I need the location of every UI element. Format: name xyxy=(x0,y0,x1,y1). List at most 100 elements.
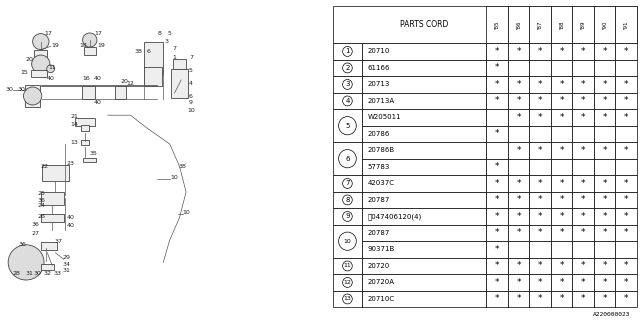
Text: 26: 26 xyxy=(38,213,45,219)
Bar xyxy=(572,6,594,43)
FancyBboxPatch shape xyxy=(81,125,89,131)
Circle shape xyxy=(33,34,49,50)
Bar xyxy=(529,43,551,60)
Text: 6: 6 xyxy=(189,93,193,99)
Text: 34: 34 xyxy=(63,261,71,267)
Bar xyxy=(594,208,616,225)
Text: *: * xyxy=(559,146,564,155)
Text: 11: 11 xyxy=(49,65,56,70)
Bar xyxy=(508,109,529,126)
Circle shape xyxy=(31,55,50,73)
Bar xyxy=(594,6,616,43)
Text: *: * xyxy=(624,261,628,270)
Text: 6: 6 xyxy=(345,156,349,162)
Bar xyxy=(594,274,616,291)
Bar xyxy=(333,60,362,76)
Bar xyxy=(486,76,508,93)
Text: 4: 4 xyxy=(345,98,349,104)
Text: 8: 8 xyxy=(345,197,349,203)
Bar xyxy=(616,274,637,291)
Bar xyxy=(529,126,551,142)
Bar xyxy=(333,291,362,307)
Bar xyxy=(529,241,551,258)
Text: *: * xyxy=(624,196,628,204)
Text: *: * xyxy=(516,47,521,56)
Bar xyxy=(572,159,594,175)
Text: 20787: 20787 xyxy=(368,197,390,203)
Text: *: * xyxy=(495,261,499,270)
Bar xyxy=(508,142,529,159)
FancyBboxPatch shape xyxy=(84,47,96,55)
Bar xyxy=(572,93,594,109)
Bar xyxy=(508,175,529,192)
FancyBboxPatch shape xyxy=(115,86,127,99)
Text: 31: 31 xyxy=(26,271,33,276)
Text: *: * xyxy=(495,212,499,221)
Text: *: * xyxy=(538,294,542,303)
Text: *: * xyxy=(559,212,564,221)
Bar xyxy=(594,142,616,159)
Text: *: * xyxy=(495,63,499,72)
Text: 40: 40 xyxy=(66,223,74,228)
FancyBboxPatch shape xyxy=(41,243,57,250)
Bar xyxy=(508,126,529,142)
Text: *: * xyxy=(602,113,607,122)
FancyBboxPatch shape xyxy=(170,69,189,98)
Text: *: * xyxy=(559,96,564,106)
Bar xyxy=(529,274,551,291)
Bar xyxy=(616,241,637,258)
Bar xyxy=(362,142,486,159)
Bar xyxy=(486,43,508,60)
Text: *: * xyxy=(495,80,499,89)
Bar xyxy=(529,109,551,126)
Bar xyxy=(362,109,486,126)
Bar xyxy=(486,60,508,76)
Text: 10: 10 xyxy=(182,210,190,215)
Bar xyxy=(616,159,637,175)
Text: 9: 9 xyxy=(345,213,349,220)
Text: 90371B: 90371B xyxy=(368,246,395,252)
Text: 40: 40 xyxy=(66,215,74,220)
Circle shape xyxy=(24,87,42,105)
Bar xyxy=(529,93,551,109)
Text: *: * xyxy=(602,294,607,303)
Bar xyxy=(362,60,486,76)
Text: 40: 40 xyxy=(94,100,102,105)
FancyBboxPatch shape xyxy=(31,70,47,77)
Text: 5: 5 xyxy=(345,123,349,129)
Text: 9: 9 xyxy=(189,100,193,105)
Text: *: * xyxy=(602,212,607,221)
Text: 14: 14 xyxy=(70,122,78,127)
Text: *: * xyxy=(538,196,542,204)
Text: 6: 6 xyxy=(147,49,150,54)
Text: *: * xyxy=(516,261,521,270)
Text: *: * xyxy=(516,80,521,89)
Text: *: * xyxy=(516,96,521,106)
Text: 2: 2 xyxy=(345,65,349,71)
Bar xyxy=(529,225,551,241)
Text: *: * xyxy=(602,146,607,155)
Bar xyxy=(616,76,637,93)
Bar xyxy=(572,43,594,60)
Bar xyxy=(508,225,529,241)
FancyBboxPatch shape xyxy=(83,158,96,163)
Bar xyxy=(551,225,572,241)
Text: *: * xyxy=(602,96,607,106)
Bar xyxy=(551,142,572,159)
Bar xyxy=(616,175,637,192)
Bar xyxy=(529,175,551,192)
Text: *: * xyxy=(559,113,564,122)
Text: 19: 19 xyxy=(97,43,105,48)
Bar xyxy=(508,159,529,175)
Bar xyxy=(333,142,362,175)
Text: *: * xyxy=(602,196,607,204)
Text: *: * xyxy=(538,212,542,221)
Text: 35: 35 xyxy=(89,151,97,156)
Text: 30: 30 xyxy=(33,271,42,276)
Bar xyxy=(333,208,362,225)
Bar xyxy=(616,192,637,208)
Bar xyxy=(594,225,616,241)
Bar xyxy=(551,76,572,93)
Bar xyxy=(594,76,616,93)
Bar xyxy=(594,291,616,307)
